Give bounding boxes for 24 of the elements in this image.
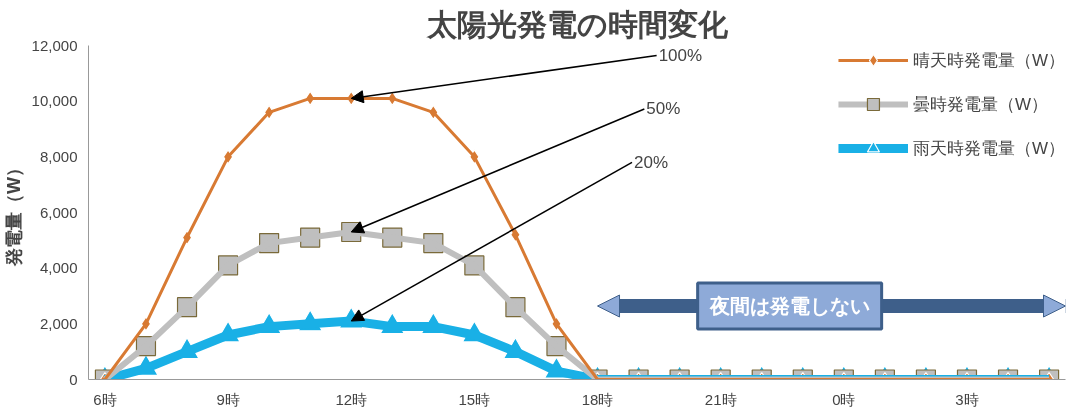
annotation: 50% <box>646 99 681 119</box>
annotation: 20% <box>634 152 669 172</box>
x-tick-label: 21時 <box>704 390 737 408</box>
y-tick-label: 6,000 <box>39 203 78 221</box>
x-tick-label: 18時 <box>581 390 614 408</box>
x-tick-label: 12時 <box>335 390 368 408</box>
x-tick-label: 9時 <box>216 390 240 408</box>
y-axis-title: 発電量（W） <box>3 158 24 267</box>
y-tick-label: 8,000 <box>39 147 78 165</box>
y-tick-label: 2,000 <box>39 314 78 332</box>
annotation: 夜間は発電しない <box>708 295 870 318</box>
legend-label: 晴天時発電量（W） <box>912 49 1065 72</box>
y-tick-label: 4,000 <box>39 259 78 277</box>
y-tick-label: 12,000 <box>31 36 78 54</box>
x-tick-label: 6時 <box>93 390 117 408</box>
y-tick-label: 0 <box>69 370 78 388</box>
legend-label: 曇時発電量（W） <box>912 93 1048 116</box>
x-tick-label: 15時 <box>458 390 491 408</box>
x-tick-label: 3時 <box>955 390 979 408</box>
chart-title: 太陽光発電の時間変化 <box>425 7 729 41</box>
annotation: 100% <box>658 46 703 66</box>
legend-label: 雨天時発電量（W） <box>912 137 1065 160</box>
x-tick-label: 0時 <box>832 390 856 408</box>
y-tick-label: 10,000 <box>31 92 78 110</box>
